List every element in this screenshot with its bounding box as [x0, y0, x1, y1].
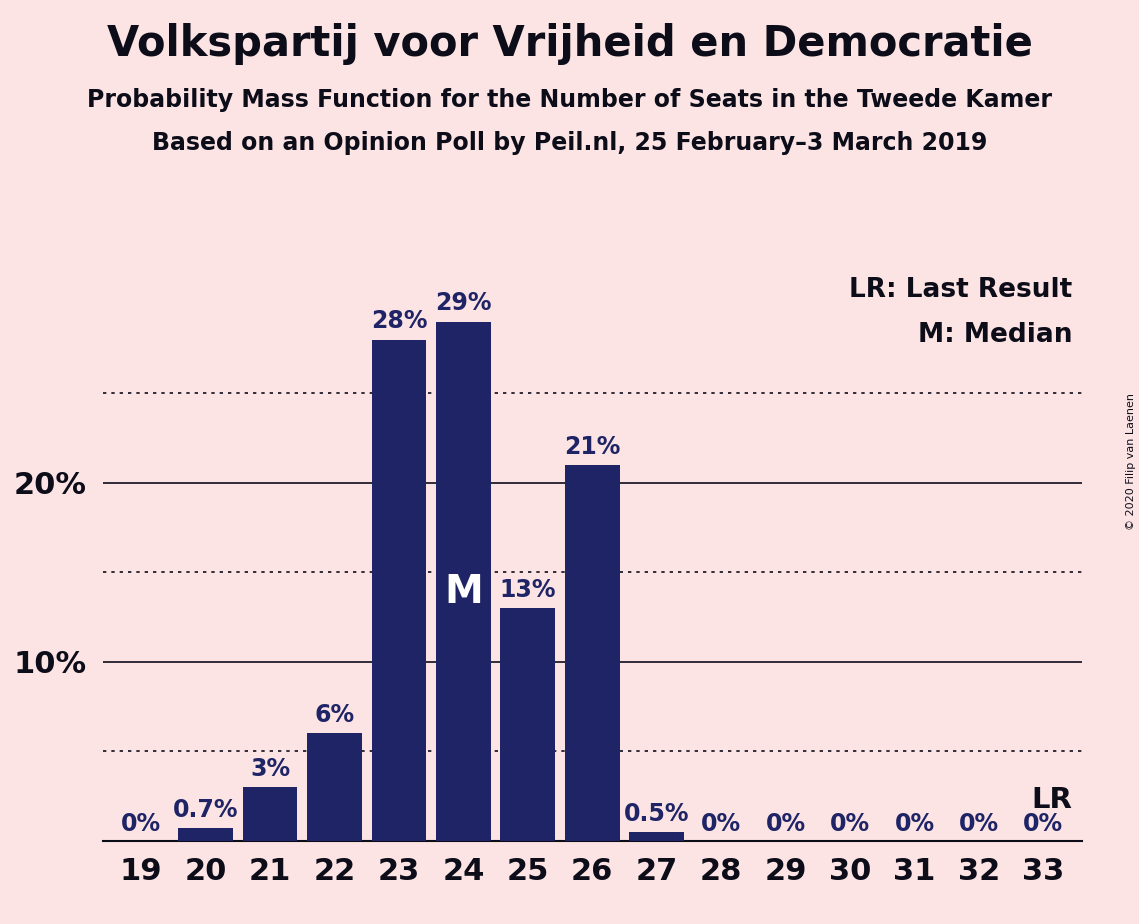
Text: 29%: 29%	[435, 291, 492, 315]
Text: 0%: 0%	[702, 812, 741, 836]
Text: 0.5%: 0.5%	[624, 802, 689, 826]
Text: 3%: 3%	[249, 757, 290, 781]
Bar	[243, 787, 297, 841]
Text: 0%: 0%	[830, 812, 870, 836]
Text: 0%: 0%	[121, 812, 162, 836]
Bar	[308, 734, 362, 841]
Bar	[436, 322, 491, 841]
Text: 0%: 0%	[1023, 812, 1064, 836]
Text: 0%: 0%	[894, 812, 935, 836]
Text: © 2020 Filip van Laenen: © 2020 Filip van Laenen	[1126, 394, 1136, 530]
Text: M: Median: M: Median	[918, 322, 1073, 347]
Text: 0.7%: 0.7%	[173, 798, 238, 822]
Text: LR: Last Result: LR: Last Result	[850, 277, 1073, 303]
Bar	[630, 832, 685, 841]
Text: 6%: 6%	[314, 703, 354, 727]
Text: 28%: 28%	[370, 310, 427, 334]
Bar	[178, 828, 233, 841]
Bar	[500, 608, 555, 841]
Text: 13%: 13%	[500, 578, 556, 602]
Text: Based on an Opinion Poll by Peil.nl, 25 February–3 March 2019: Based on an Opinion Poll by Peil.nl, 25 …	[151, 131, 988, 155]
Text: LR: LR	[1032, 786, 1073, 814]
Text: 21%: 21%	[564, 434, 621, 458]
Text: Volkspartij voor Vrijheid en Democratie: Volkspartij voor Vrijheid en Democratie	[107, 23, 1032, 65]
Text: Probability Mass Function for the Number of Seats in the Tweede Kamer: Probability Mass Function for the Number…	[87, 88, 1052, 112]
Bar	[371, 340, 426, 841]
Bar	[565, 465, 620, 841]
Text: M: M	[444, 573, 483, 611]
Text: 0%: 0%	[765, 812, 805, 836]
Text: 0%: 0%	[959, 812, 999, 836]
